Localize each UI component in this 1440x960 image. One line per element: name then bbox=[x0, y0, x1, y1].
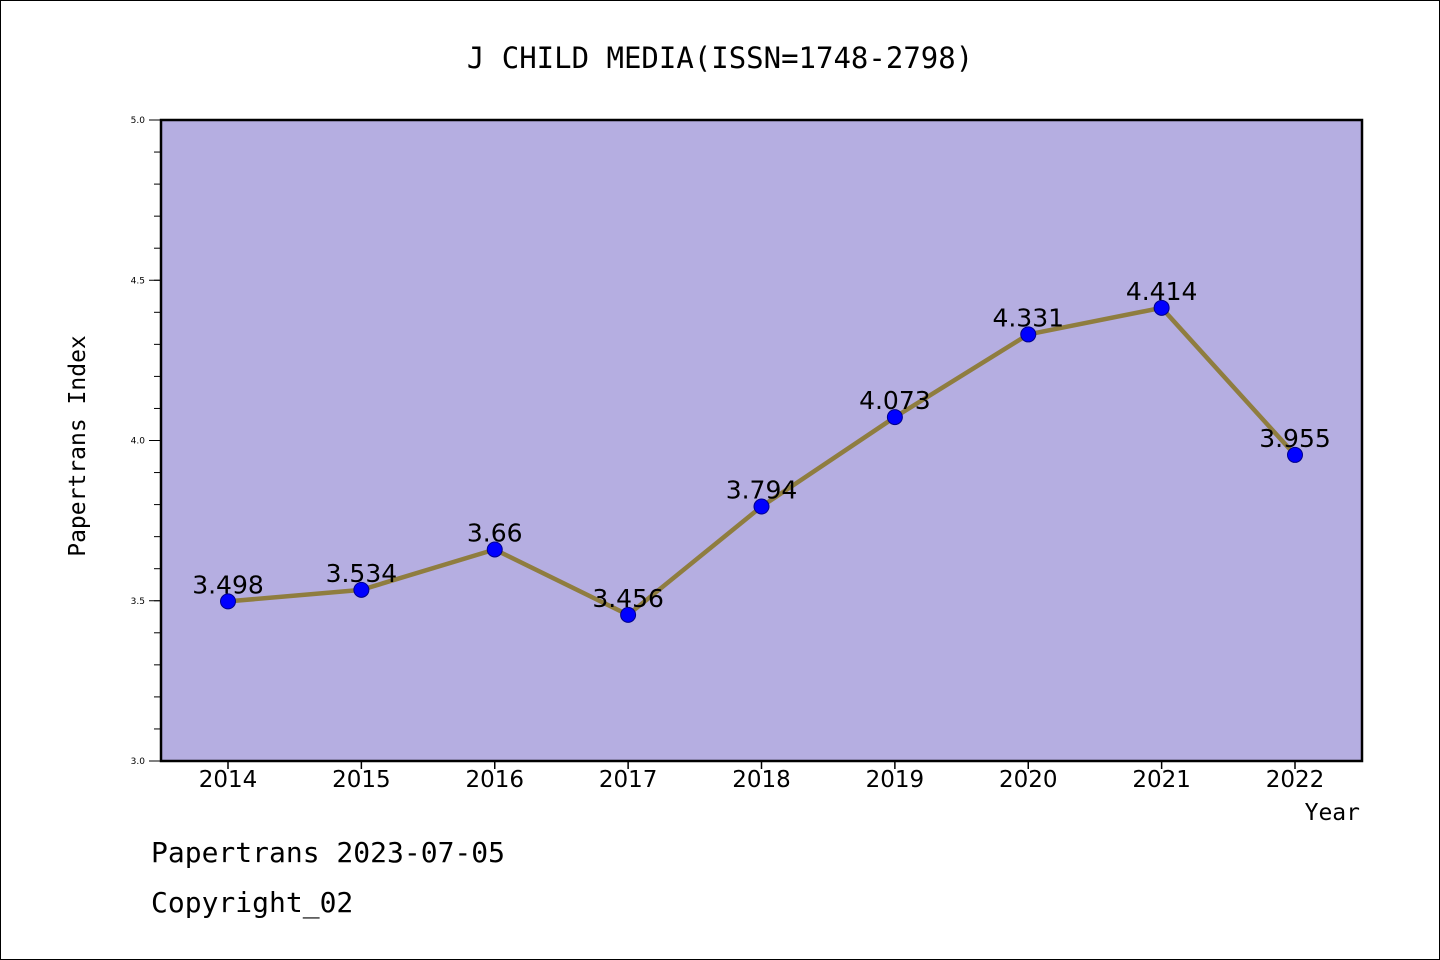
data-point bbox=[220, 593, 236, 610]
y-tick-label: 3.0 bbox=[131, 757, 146, 767]
data-point bbox=[486, 541, 503, 558]
x-tick-label: 2015 bbox=[332, 767, 391, 793]
data-point bbox=[620, 606, 637, 623]
y-tick-label: 5.0 bbox=[131, 116, 146, 126]
chart-title: J CHILD MEDIA(ISSN=1748-2798) bbox=[467, 41, 973, 75]
x-tick-label: 2021 bbox=[1132, 767, 1191, 793]
data-markers bbox=[220, 299, 1303, 623]
y-tick-label: 3.5 bbox=[131, 597, 145, 607]
x-tick-label: 2020 bbox=[999, 767, 1058, 793]
data-point bbox=[1020, 326, 1037, 343]
x-tick-label: 2016 bbox=[465, 767, 524, 793]
footer-copyright: Copyright_02 bbox=[151, 886, 354, 919]
y-axis-title: Papertrans Index bbox=[65, 335, 91, 557]
footer-date: Papertrans 2023-07-05 bbox=[151, 836, 506, 869]
y-tick-label: 4.5 bbox=[131, 276, 145, 286]
data-point bbox=[353, 581, 370, 598]
x-axis-ticks: 2014 2015 2016 2017 2018 2019 2020 2021 2022 bbox=[199, 761, 1325, 793]
data-point bbox=[1153, 299, 1170, 316]
x-tick-label: 2022 bbox=[1266, 767, 1325, 793]
plot-area bbox=[161, 120, 1362, 761]
data-point bbox=[886, 409, 903, 426]
x-tick-label: 2017 bbox=[599, 767, 658, 793]
x-tick-label: 2014 bbox=[199, 767, 258, 793]
data-point bbox=[1287, 446, 1303, 463]
x-axis-title: Year bbox=[1305, 800, 1360, 826]
data-point bbox=[753, 498, 770, 515]
y-tick-label: 4.0 bbox=[131, 437, 146, 447]
y-axis-ticks: 3.0 3.5 4.0 4.5 5.0 bbox=[131, 116, 161, 767]
plot-border bbox=[159, 118, 1364, 763]
x-tick-label: 2018 bbox=[732, 767, 791, 793]
x-tick-label: 2019 bbox=[866, 767, 925, 793]
